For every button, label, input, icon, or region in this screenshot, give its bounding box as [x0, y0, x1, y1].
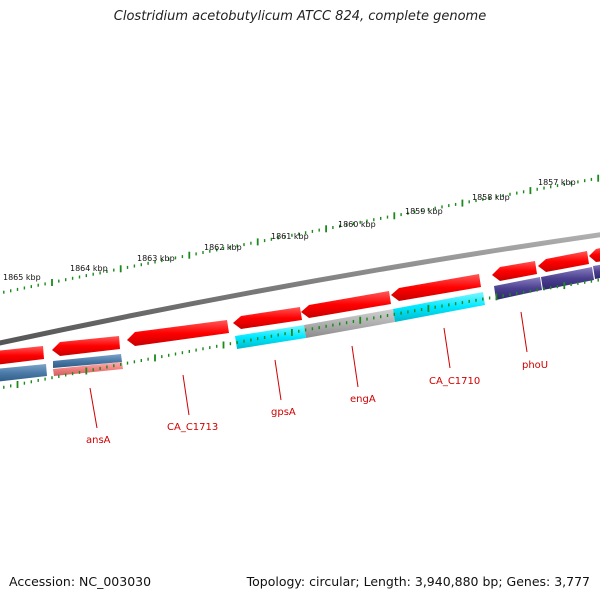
- tick-label: 1860 kbp: [338, 220, 376, 229]
- second-row-genes: [0, 264, 600, 382]
- gene-arrow[interactable]: [233, 307, 302, 329]
- genome-backbone: [0, 232, 600, 346]
- gene-label-gpsA[interactable]: gpsA: [271, 407, 296, 418]
- gene-arrow[interactable]: [589, 247, 600, 262]
- leader-line: [520, 311, 528, 353]
- map-title: Clostridium acetobutylicum ATCC 824, com…: [113, 9, 487, 24]
- leader-line: [89, 387, 98, 429]
- inner-scale-major-ticks: [16, 282, 566, 388]
- gene-arrow[interactable]: [0, 346, 44, 365]
- gene-band[interactable]: [0, 364, 47, 382]
- gene-band[interactable]: [53, 354, 122, 368]
- tick-label: 1861 kbp: [271, 232, 309, 241]
- gene-band[interactable]: [304, 309, 395, 338]
- gene-label-phoU[interactable]: phoU: [522, 360, 548, 371]
- gene-label-engA[interactable]: engA: [350, 394, 376, 405]
- gene-band[interactable]: [393, 292, 485, 322]
- leader-line: [351, 345, 359, 388]
- accession-text: Accession: NC_003030: [9, 574, 152, 589]
- gene-band[interactable]: [494, 277, 542, 300]
- tick-label: 1857 kbp: [538, 178, 576, 187]
- tick-label: 1864 kbp: [70, 264, 108, 273]
- gene-label-CA_C1713[interactable]: CA_C1713: [167, 422, 218, 433]
- forward-strand-genes: [0, 247, 600, 365]
- scale-labels: 1865 kbp 1864 kbp 1863 kbp 1862 kbp 1861…: [3, 178, 576, 282]
- tick-label: 1859 kbp: [405, 207, 443, 216]
- tick-label: 1863 kbp: [137, 254, 175, 263]
- gene-arrow[interactable]: [301, 291, 391, 318]
- gene-arrow[interactable]: [538, 251, 589, 272]
- leader-line: [182, 374, 190, 416]
- tick-label: 1862 kbp: [204, 243, 242, 252]
- gene-arrow[interactable]: [127, 320, 229, 346]
- gene-band[interactable]: [541, 267, 594, 290]
- inner-scale-minor-ticks: [3, 278, 599, 389]
- gene-arrow[interactable]: [391, 274, 481, 301]
- gene-labels: ansA CA_C1713 gpsA engA CA_C1710 phoU: [86, 360, 548, 446]
- tick-label: 1865 kbp: [3, 273, 41, 282]
- tick-label: 1858 kbp: [472, 193, 510, 202]
- outer-scale-minor-ticks: [3, 177, 593, 294]
- gene-band[interactable]: [53, 362, 123, 376]
- gene-band[interactable]: [593, 264, 600, 279]
- genome-summary-text: Topology: circular; Length: 3,940,880 bp…: [246, 574, 590, 589]
- gene-arrow[interactable]: [492, 261, 537, 281]
- gene-arrow[interactable]: [52, 336, 120, 356]
- gene-label-ansA[interactable]: ansA: [86, 435, 111, 446]
- outer-scale-major-ticks: [51, 174, 600, 286]
- gene-band[interactable]: [235, 325, 306, 349]
- gene-label-CA_C1710[interactable]: CA_C1710: [429, 376, 480, 387]
- leader-line: [443, 327, 451, 369]
- label-leaders: [89, 311, 528, 429]
- leader-line: [274, 359, 282, 401]
